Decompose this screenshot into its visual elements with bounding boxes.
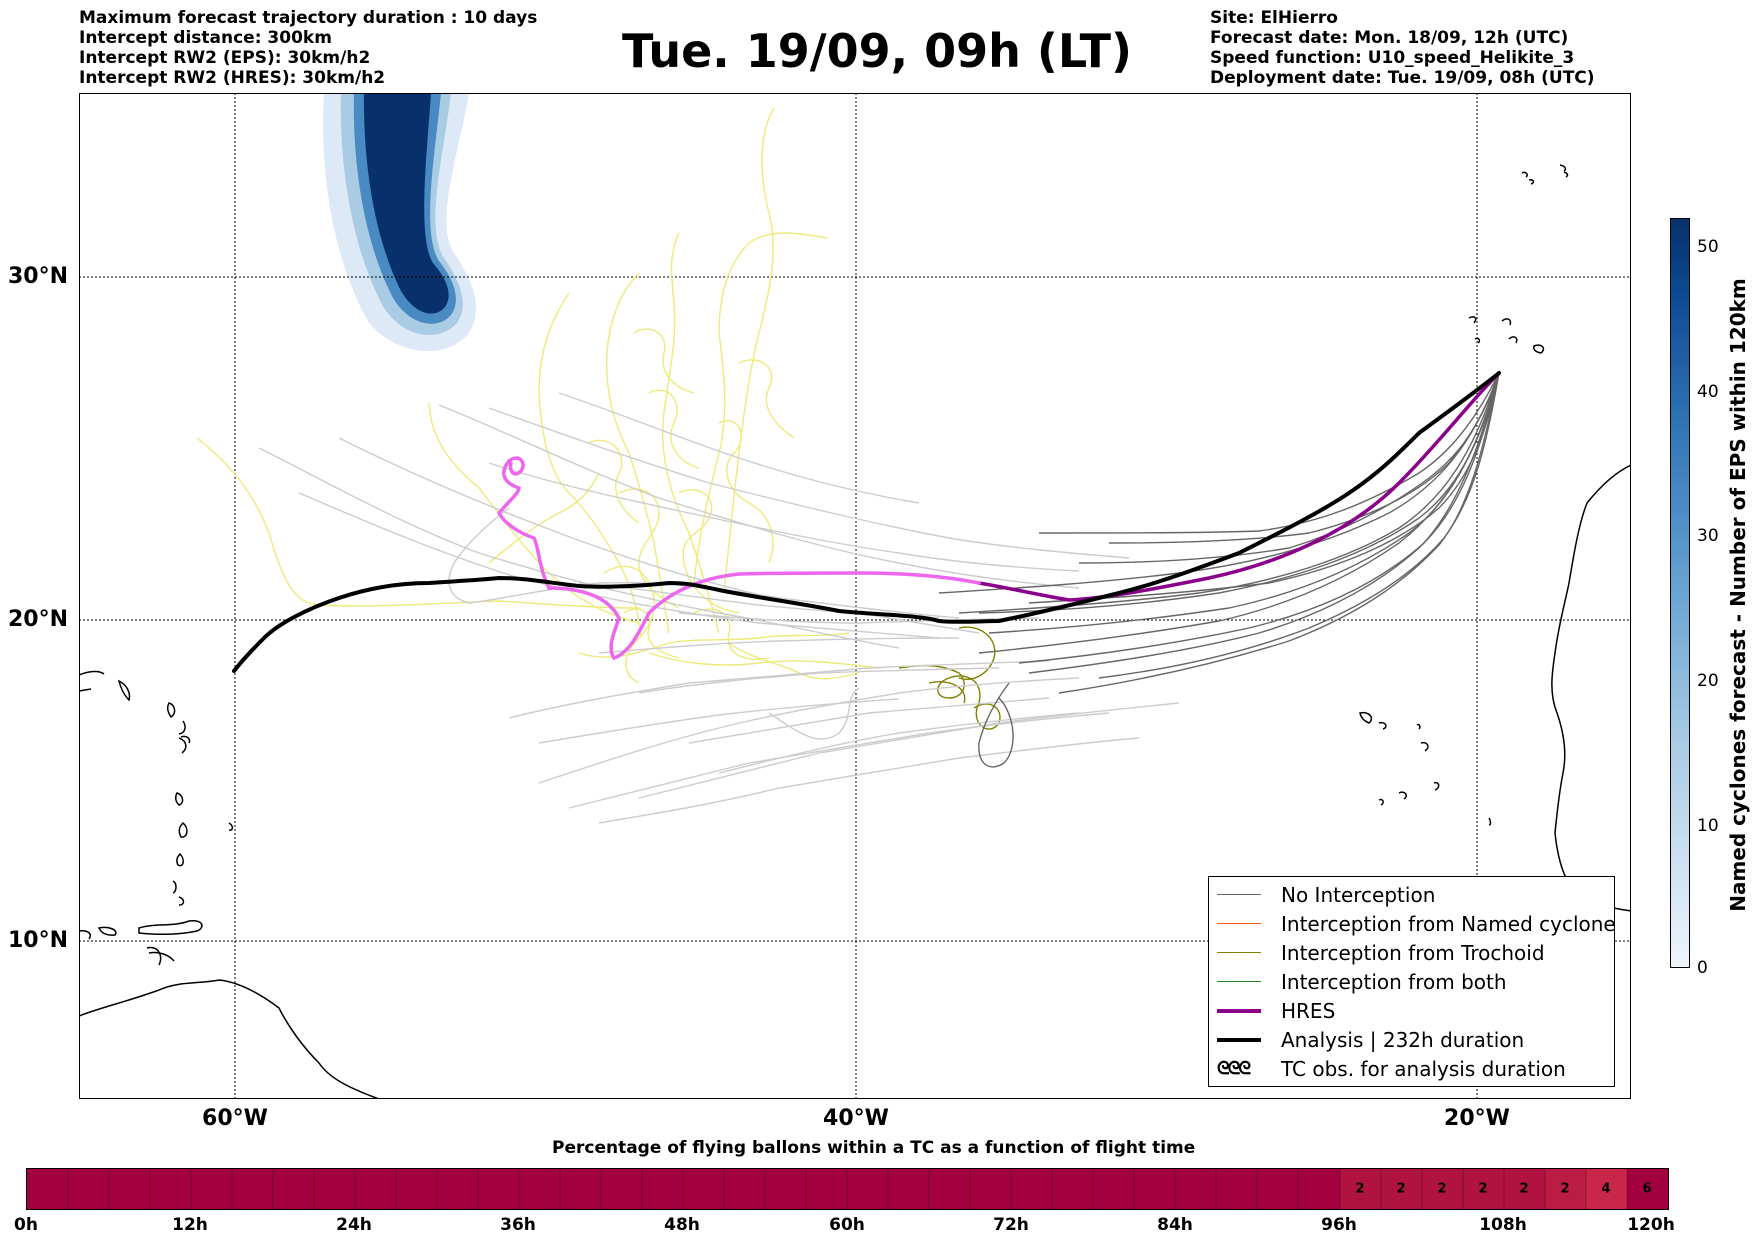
percentage-bar-tick: 108h (1479, 1215, 1527, 1235)
eps-trajectories-lightgray (258, 392, 1180, 824)
percentage-value: 2 (1355, 1181, 1365, 1197)
lon-label-60w: 60°W (202, 1106, 268, 1131)
legend-label: Analysis | 232h duration (1281, 1027, 1525, 1052)
header-line: Intercept distance: 300km (79, 28, 332, 48)
percentage-value: 2 (1478, 1181, 1488, 1197)
page-title: Tue. 19/09, 09h (LT) (622, 24, 1132, 78)
header-line: Intercept RW2 (HRES): 30km/h2 (79, 68, 386, 88)
percentage-value: 4 (1601, 1181, 1611, 1197)
percentage-bar-tick: 84h (1157, 1215, 1193, 1235)
percentage-bar-tick: 72h (993, 1215, 1029, 1235)
legend-line-no-interception (1217, 894, 1261, 895)
legend-label: TC obs. for analysis duration (1281, 1056, 1566, 1081)
legend-item: Interception from both (1217, 967, 1507, 996)
map-legend: No Interception Interception from Named … (1208, 876, 1616, 1087)
header-line: Intercept RW2 (EPS): 30km/h2 (79, 48, 371, 68)
percentage-bar-title: Percentage of flying ballons within a TC… (552, 1138, 1196, 1158)
percentage-bar-tick: 0h (14, 1215, 38, 1235)
header-line: Site: ElHierro (1210, 8, 1338, 28)
colorbar (1670, 218, 1690, 968)
percentage-bar-tick: 120h (1627, 1215, 1675, 1235)
percentage-bar-tick: 60h (829, 1215, 865, 1235)
legend-label: Interception from Trochoid (1281, 940, 1545, 965)
percentage-value: 2 (1437, 1181, 1447, 1197)
colorbar-tick: 20 (1697, 671, 1719, 691)
legend-line-hres (1217, 1008, 1261, 1013)
analysis-trajectory (232, 371, 1501, 673)
eps-trajectories-yellow (196, 107, 880, 684)
legend-line-both (1217, 981, 1261, 982)
colorbar-tick: 10 (1697, 816, 1719, 836)
lat-label-10n: 10°N (8, 928, 69, 953)
legend-item: HRES (1217, 996, 1335, 1025)
percentage-value: 2 (1519, 1181, 1529, 1197)
legend-label: HRES (1281, 998, 1336, 1023)
percentage-value: 6 (1642, 1181, 1652, 1197)
percentage-value: 2 (1396, 1181, 1406, 1197)
legend-item: Interception from Named cyclone (1217, 909, 1616, 938)
colorbar-label: Named cyclones forecast - Number of EPS … (1726, 278, 1750, 912)
lat-label-30n: 30°N (8, 264, 69, 289)
lon-label-40w: 40°W (823, 1106, 889, 1131)
trajectory-map (79, 93, 1631, 1099)
percentage-bar-tick: 48h (664, 1215, 700, 1235)
header-line: Deployment date: Tue. 19/09, 08h (UTC) (1210, 68, 1595, 88)
legend-item: Analysis | 232h duration (1217, 1025, 1524, 1054)
percentage-bar-cells (27, 1169, 1668, 1209)
percentage-bar-tick: 96h (1321, 1215, 1357, 1235)
percentage-bar-tick: 36h (500, 1215, 536, 1235)
lat-label-20n: 20°N (8, 607, 69, 632)
colorbar-tick: 0 (1697, 958, 1708, 978)
legend-line-named-cyclone (1217, 923, 1261, 924)
cyclone-density (323, 93, 477, 352)
legend-line-trochoid (1217, 952, 1261, 953)
colorbar-tick: 40 (1697, 382, 1719, 402)
header-line: Speed function: U10_speed_Helikite_3 (1210, 48, 1575, 68)
lon-label-20w: 20°W (1444, 1106, 1510, 1131)
legend-label: Interception from Named cyclone (1281, 911, 1616, 936)
colorbar-tick: 30 (1697, 526, 1719, 546)
header-info-right: Site: ElHierro Forecast date: Mon. 18/09… (1210, 8, 1595, 88)
legend-item: Interception from Trochoid (1217, 938, 1545, 967)
header-info-left: Maximum forecast trajectory duration : 1… (79, 8, 537, 88)
colorbar-tick: 50 (1697, 237, 1719, 257)
percentage-value: 2 (1560, 1181, 1570, 1197)
tc-obs-icon: ᘓᘓᘓ (1217, 1058, 1251, 1079)
header-line: Forecast date: Mon. 18/09, 12h (UTC) (1210, 28, 1569, 48)
header-line: Maximum forecast trajectory duration : 1… (79, 8, 538, 28)
legend-item: ᘓᘓᘓ TC obs. for analysis duration (1217, 1054, 1566, 1083)
legend-item: No Interception (1217, 880, 1435, 909)
percentage-bar-tick: 24h (336, 1215, 372, 1235)
legend-line-analysis (1217, 1037, 1261, 1042)
legend-label: Interception from both (1281, 969, 1507, 994)
percentage-bar-tick: 12h (172, 1215, 208, 1235)
percentage-bar: 2 2 2 2 2 2 4 6 (26, 1168, 1669, 1210)
legend-label: No Interception (1281, 882, 1436, 907)
hres-trajectory (496, 371, 1501, 661)
